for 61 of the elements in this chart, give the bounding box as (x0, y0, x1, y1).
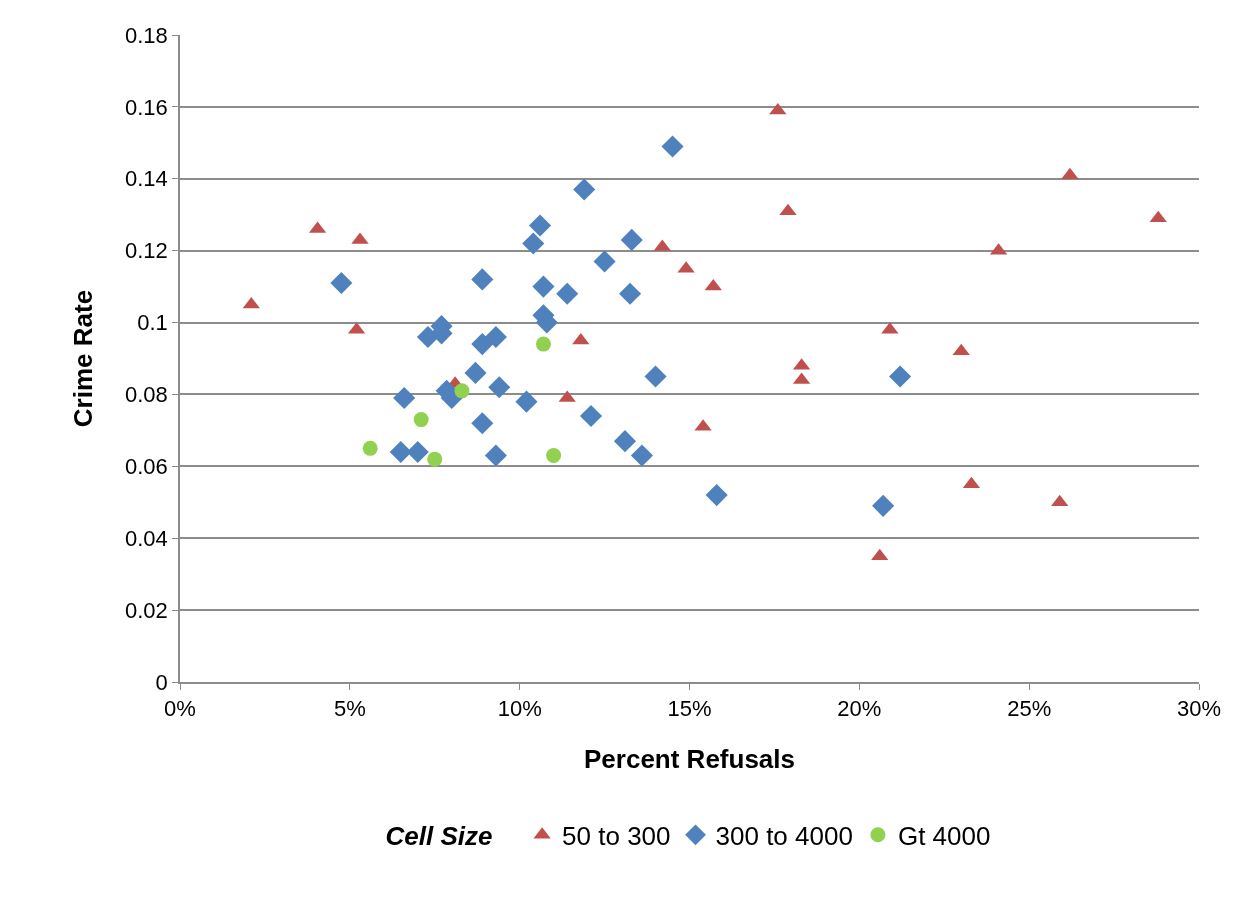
y-tick-label: 0.1 (137, 310, 168, 336)
legend-title: Cell Size (385, 821, 493, 852)
y-axis-title: Crime Rate (67, 289, 98, 428)
y-tick-label: 0.18 (125, 22, 168, 48)
x-tick-label: 25% (1007, 696, 1052, 722)
point (556, 282, 579, 305)
x-tick-label: 0% (164, 696, 196, 722)
point (620, 228, 643, 251)
y-tick-label: 0.02 (125, 597, 168, 623)
point (535, 336, 551, 352)
y-tick-label: 0.06 (125, 454, 168, 480)
y-tick-label: 0.12 (125, 238, 168, 264)
point (593, 250, 616, 273)
point (546, 448, 562, 464)
x-axis-title: Percent Refusals (584, 744, 795, 775)
point (705, 484, 728, 507)
point (872, 494, 895, 517)
point (471, 333, 494, 356)
point (484, 444, 507, 467)
point (471, 268, 494, 291)
point (630, 444, 653, 467)
legend-label: 300 to 4000 (715, 820, 853, 851)
y-tick-label: 0 (155, 669, 168, 695)
y-tick-label: 0.14 (125, 166, 168, 192)
point (522, 232, 545, 255)
point (406, 440, 429, 464)
x-tick-label: 15% (667, 696, 712, 722)
point (413, 412, 429, 428)
point (613, 430, 637, 453)
point (488, 376, 511, 399)
point (1149, 210, 1167, 223)
legend-label: Gt 4000 (897, 820, 991, 851)
point (661, 135, 684, 158)
legend-label: 50 to 300 (562, 820, 671, 851)
point (573, 178, 596, 201)
point (619, 282, 642, 305)
point (330, 271, 353, 295)
point (484, 325, 507, 348)
point (393, 386, 416, 410)
point (454, 383, 470, 399)
point (471, 412, 494, 435)
x-tick-label: 20% (837, 696, 882, 722)
point (532, 275, 555, 298)
y-tick-label: 0.08 (125, 382, 168, 408)
point (389, 440, 412, 464)
point (464, 361, 487, 384)
point (769, 102, 787, 115)
point (952, 343, 970, 356)
point (362, 440, 378, 456)
point (427, 451, 443, 467)
point (515, 390, 538, 413)
point (579, 404, 603, 428)
y-tick-label: 0.16 (125, 94, 168, 120)
y-tick-label: 0.04 (125, 525, 168, 551)
point (889, 365, 912, 388)
point (644, 365, 667, 388)
point (529, 214, 552, 237)
x-tick-label: 30% (1176, 696, 1222, 722)
x-tick-label: 5% (333, 696, 366, 722)
point (1051, 494, 1069, 507)
x-tick-label: 10% (497, 696, 542, 722)
